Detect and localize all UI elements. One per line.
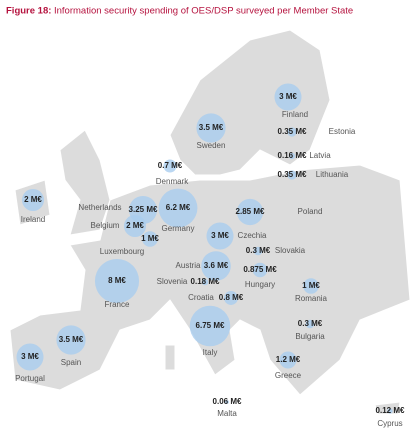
- value-label: 1.2 M€: [276, 355, 301, 364]
- country-name: Austria: [176, 261, 201, 270]
- bubble: [287, 170, 297, 180]
- bubble: [201, 251, 231, 281]
- country-name: Luxembourg: [100, 247, 144, 256]
- bubble: [252, 262, 268, 278]
- value-label: 0.16 M€: [278, 151, 307, 160]
- country-name: Ireland: [21, 215, 45, 224]
- bubble: [387, 408, 393, 414]
- country-name: Cyprus: [377, 419, 402, 428]
- bubble: [158, 188, 198, 228]
- value-label: 6.2 M€: [166, 203, 191, 212]
- bubble: [21, 188, 45, 212]
- country-name: Portugal: [15, 374, 45, 383]
- country-name: Lithuania: [316, 170, 349, 179]
- value-label: 0.06 M€: [213, 397, 242, 406]
- bubble: [163, 159, 177, 173]
- bubble: [206, 222, 234, 250]
- value-label: 8 M€: [108, 276, 126, 285]
- country-name: Slovakia: [275, 246, 306, 255]
- country-name: Estonia: [329, 127, 356, 136]
- continent: [9, 164, 411, 396]
- country-name: Croatia: [188, 293, 214, 302]
- value-label: 3 M€: [21, 352, 39, 361]
- country-name: Spain: [61, 358, 81, 367]
- islands: [164, 344, 401, 415]
- country-name: Denmark: [156, 177, 189, 186]
- bubble: [279, 351, 297, 369]
- value-label: 6.75 M€: [196, 321, 225, 330]
- country-name: Finland: [282, 110, 308, 119]
- bubble: [288, 152, 296, 160]
- bubble: [16, 343, 44, 371]
- value-label: 0.7 M€: [158, 161, 183, 170]
- value-label: 3 M€: [279, 92, 297, 101]
- country-name: Malta: [217, 409, 237, 418]
- value-label: 3.25 M€: [129, 205, 158, 214]
- chart-title: Information security spending of OES/DSP…: [54, 6, 353, 17]
- value-label: 0.875 M€: [243, 265, 277, 274]
- bubble: [224, 291, 238, 305]
- country-name: Romania: [295, 294, 328, 303]
- value-label: 3.5 M€: [59, 335, 84, 344]
- value-label: 0.12 M€: [376, 406, 405, 415]
- value-label: 2.85 M€: [236, 207, 265, 216]
- value-label: 3.5 M€: [199, 123, 224, 132]
- figure-label: Figure 18:: [6, 6, 51, 17]
- value-label: 2 M€: [24, 195, 42, 204]
- country-name: Slovenia: [157, 277, 188, 286]
- country-name: Hungary: [245, 280, 275, 289]
- bubble: [236, 198, 264, 226]
- value-label: 0.3 M€: [298, 319, 323, 328]
- bubble: [94, 258, 140, 304]
- country-name: Poland: [298, 207, 323, 216]
- country-name: Bulgaria: [295, 332, 325, 341]
- value-label: 1 M€: [302, 281, 320, 290]
- bubble: [225, 400, 229, 404]
- value-label: 0.3 M€: [246, 246, 271, 255]
- country-name: Germany: [162, 224, 195, 233]
- bubble: [201, 278, 209, 286]
- country-name: France: [105, 300, 130, 309]
- value-label: 1 M€: [141, 234, 159, 243]
- country-name: Czechia: [238, 231, 267, 240]
- bubble: [123, 214, 147, 238]
- value-label: 0.18 M€: [191, 277, 220, 286]
- bubble: [56, 325, 86, 355]
- value-label: 2 M€: [126, 221, 144, 230]
- value-label: 3 M€: [211, 231, 229, 240]
- bubble: [305, 319, 315, 329]
- bubble: [189, 305, 231, 347]
- bubble: [303, 278, 319, 294]
- country-name: Greece: [275, 371, 302, 380]
- country-name: Italy: [203, 348, 218, 357]
- value-label: 3.6 M€: [204, 261, 229, 270]
- country-name: Sweden: [197, 141, 226, 150]
- bubble: [274, 83, 302, 111]
- country-name: Belgium: [91, 221, 120, 230]
- bubble: [196, 113, 226, 143]
- country-name: Netherlands: [78, 203, 121, 212]
- value-label: 0.35 M€: [278, 127, 307, 136]
- value-label: 0.8 M€: [219, 293, 244, 302]
- country-name: Latvia: [309, 151, 331, 160]
- bubble: [253, 246, 263, 256]
- value-label: 0.35 M€: [278, 170, 307, 179]
- bubble: [142, 231, 158, 247]
- bubble: [287, 127, 297, 137]
